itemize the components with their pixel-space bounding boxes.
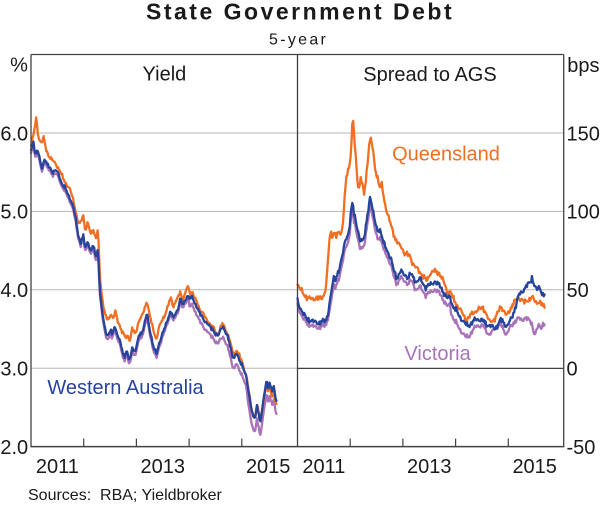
svg-text:Spread to AGS: Spread to AGS: [363, 64, 496, 86]
svg-text:%: %: [10, 54, 28, 76]
svg-text:2015: 2015: [246, 456, 291, 478]
svg-text:2013: 2013: [407, 456, 452, 478]
svg-text:2.0: 2.0: [0, 437, 28, 459]
svg-text:State Government Debt: State Government Debt: [146, 0, 454, 25]
svg-text:2015: 2015: [512, 456, 557, 478]
svg-text:2011: 2011: [302, 456, 345, 478]
svg-text:4.0: 4.0: [0, 280, 28, 302]
svg-text:Victoria: Victoria: [404, 343, 471, 365]
svg-text:6.0: 6.0: [0, 123, 28, 145]
svg-text:100: 100: [567, 202, 600, 224]
svg-text:0: 0: [567, 359, 578, 381]
svg-text:bps: bps: [567, 55, 599, 77]
svg-text:2011: 2011: [36, 456, 79, 478]
svg-text:5-year: 5-year: [269, 32, 328, 49]
svg-text:Western Australia: Western Australia: [47, 377, 204, 399]
svg-text:2013: 2013: [141, 456, 186, 478]
svg-text:Queensland: Queensland: [392, 144, 500, 166]
svg-text:Yield: Yield: [143, 64, 187, 86]
svg-text:150: 150: [567, 123, 600, 145]
svg-text:5.0: 5.0: [0, 202, 28, 224]
svg-text:50: 50: [567, 280, 589, 302]
svg-text:3.0: 3.0: [0, 359, 28, 381]
svg-text:-50: -50: [567, 437, 596, 459]
svg-text:Sources: RBA; Yieldbroker: Sources: RBA; Yieldbroker: [28, 487, 223, 504]
